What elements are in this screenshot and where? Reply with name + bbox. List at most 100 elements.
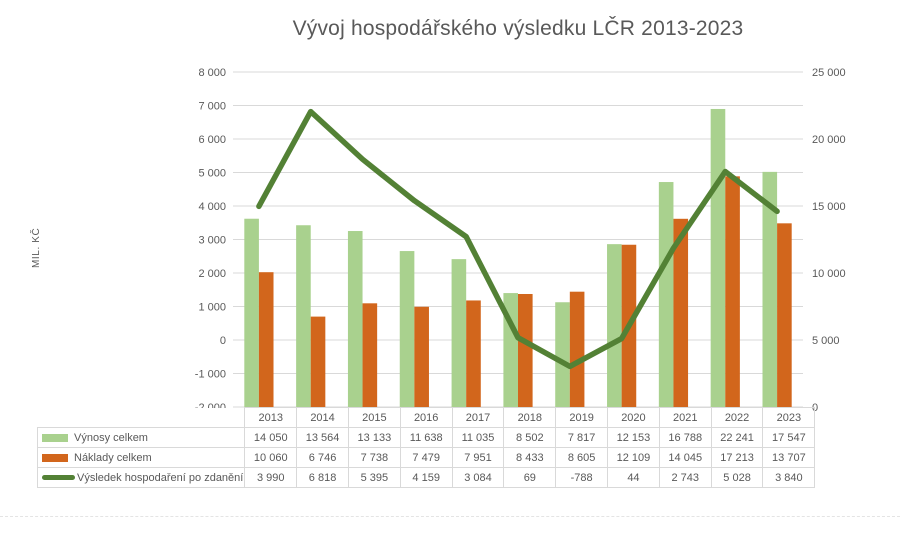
year-header-cell: 2022: [710, 407, 764, 428]
bar-series1-2018: [518, 293, 533, 407]
value-cell-2-2018: 69: [503, 467, 557, 488]
value-cell-2-2022: 5 028: [710, 467, 764, 488]
value-cell-1-2017: 7 951: [451, 447, 505, 468]
bar-series0-2020: [607, 244, 622, 407]
right-axis-tick-label: 15 000: [812, 201, 846, 213]
legend-label: Náklady celkem: [74, 451, 152, 464]
data-table: 2013 2014 2015 2016 2017 2018 2019 2020 2021 2022…: [36, 407, 816, 488]
year-header-cell: 2017: [451, 407, 505, 428]
bar-series1-2023: [777, 223, 792, 407]
value-cell-1-2016: 7 479: [399, 447, 453, 468]
left-axis-tick-label: -1 000: [195, 369, 226, 381]
bar-series1-2017: [466, 300, 481, 407]
year-header-cell: 2019: [555, 407, 609, 428]
right-axis-tick-label: 20 000: [812, 134, 846, 146]
year-header-cell: 2016: [399, 407, 453, 428]
right-axis-tick-label: 5 000: [812, 335, 840, 347]
value-cell-2-2013: 3 990: [244, 467, 298, 488]
value-cell-0-2016: 11 638: [399, 427, 453, 448]
value-cell-1-2014: 6 746: [296, 447, 349, 468]
right-axis-tick-label: 10 000: [812, 268, 846, 280]
value-cell-0-2013: 14 050: [244, 427, 298, 448]
value-cell-2-2014: 6 818: [296, 467, 349, 488]
page-break-dotted-line: [0, 516, 900, 517]
legend-label: Výsledek hospodaření po zdanění: [77, 471, 244, 484]
legend-cell: Náklady celkem: [36, 447, 246, 468]
bar-series0-2021: [658, 182, 674, 407]
value-cell-1-2023: 13 707: [762, 447, 816, 468]
left-axis-tick-label: 4 000: [198, 201, 226, 213]
year-header-cell: 2018: [503, 407, 557, 428]
legend-bar-swatch: [42, 453, 68, 462]
year-header-cell: 2013: [244, 407, 298, 428]
value-cell-0-2023: 17 547: [762, 427, 816, 448]
data-table-grid: 2013 2014 2015 2016 2017 2018 2019 2020 2021 2022…: [36, 407, 816, 488]
table-row: Výnosy celkem 14 050 13 564 13 133 11 638 11 …: [36, 427, 816, 448]
chart-title: Vývoj hospodářského výsledku LČR 2013-20…: [292, 17, 744, 40]
value-cell-1-2013: 10 060: [244, 447, 298, 468]
left-axis-tick-label: 5 000: [198, 168, 226, 180]
bar-series0-2019: [555, 302, 570, 407]
value-cell-2-2019: -788: [555, 467, 609, 488]
bar-series1-2021: [673, 218, 689, 407]
value-cell-2-2015: 5 395: [347, 467, 401, 488]
left-axis-tick-label: 7 000: [198, 101, 226, 113]
bar-series1-2013: [258, 272, 274, 407]
value-cell-0-2014: 13 564: [296, 427, 349, 448]
value-cell-2-2016: 4 159: [399, 467, 453, 488]
table-corner-cell: [37, 407, 245, 428]
bar-series0-2017: [451, 259, 467, 407]
left-axis-tick-label: 3 000: [198, 235, 226, 247]
value-cell-0-2017: 11 035: [451, 427, 505, 448]
value-cell-0-2022: 22 241: [710, 427, 764, 448]
bar-series0-2023: [762, 171, 778, 407]
year-header-cell: 2014: [296, 407, 349, 428]
table-header-row: 2013 2014 2015 2016 2017 2018 2019 2020 2021 2022…: [37, 407, 816, 428]
value-cell-2-2020: 44: [607, 467, 660, 488]
value-cell-1-2015: 7 738: [347, 447, 401, 468]
left-axis-tick-label: 8 000: [198, 67, 226, 79]
bar-series1-2019: [569, 291, 585, 407]
bar-series0-2016: [399, 251, 415, 407]
right-axis-tick-label: 0: [812, 402, 818, 414]
legend-line-swatch: [42, 474, 75, 480]
legend-cell: Výsledek hospodaření po zdanění: [36, 467, 246, 488]
bar-series0-2015: [347, 231, 363, 407]
left-axis-tick-label: 1 000: [198, 302, 226, 314]
plot-area: 8 000 7 000 6 000 5 000 4 000 3 000 2 000 1 000…: [195, 67, 846, 414]
value-cell-0-2021: 16 788: [658, 427, 712, 448]
value-cell-0-2018: 8 502: [503, 427, 557, 448]
right-axis-tick-label: 25 000: [812, 67, 846, 79]
table-row: Výsledek hospodaření po zdanění 3 990 6 81…: [36, 467, 816, 488]
year-header-cell: 2020: [607, 407, 660, 428]
value-cell-2-2021: 2 743: [658, 467, 712, 488]
bar-series0-2014: [296, 225, 311, 407]
line-series: [256, 108, 780, 370]
value-cell-1-2021: 14 045: [658, 447, 712, 468]
legend-label: Výnosy celkem: [74, 431, 148, 444]
left-axis-tick-label: 2 000: [198, 268, 226, 280]
year-header-cell: 2021: [658, 407, 712, 428]
value-cell-2-2017: 3 084: [451, 467, 505, 488]
left-axis-tick-label: 0: [220, 335, 226, 347]
value-cell-2-2023: 3 840: [762, 467, 816, 488]
legend-cell: Výnosy celkem: [36, 427, 246, 448]
value-cell-1-2019: 8 605: [555, 447, 609, 468]
bar-series0-2013: [244, 218, 259, 407]
year-header-cell: 2023: [762, 407, 816, 428]
bar-series0-2022: [710, 108, 726, 408]
value-cell-0-2019: 7 817: [555, 427, 609, 448]
year-header-cell: 2015: [347, 407, 401, 428]
value-cell-1-2022: 17 213: [710, 447, 764, 468]
bar-series1-2015: [362, 303, 378, 407]
bar-series1-2016: [414, 306, 429, 407]
bar-series1-2022: [725, 176, 740, 407]
table-row: Náklady celkem 10 060 6 746 7 738 7 479 7 951…: [36, 447, 816, 468]
value-cell-1-2018: 8 433: [503, 447, 557, 468]
value-cell-1-2020: 12 109: [607, 447, 660, 468]
value-cell-0-2015: 13 133: [347, 427, 401, 448]
value-cell-0-2020: 12 153: [607, 427, 660, 448]
bar-series1-2014: [310, 316, 326, 407]
left-axis-tick-label: 6 000: [198, 134, 226, 146]
